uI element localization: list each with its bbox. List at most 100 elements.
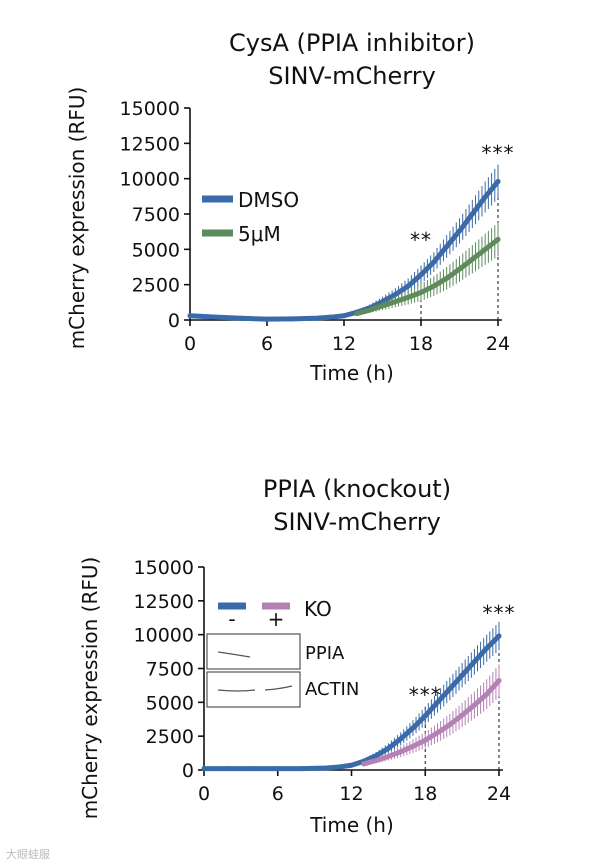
data-point bbox=[435, 699, 441, 705]
data-point bbox=[422, 737, 428, 743]
plot-area: ***** bbox=[187, 141, 515, 322]
data-point bbox=[471, 702, 477, 708]
x-tick-label: 12 bbox=[339, 783, 363, 805]
data-point bbox=[457, 228, 462, 234]
x-tick-label: 0 bbox=[184, 333, 196, 355]
data-point bbox=[435, 730, 441, 736]
data-point bbox=[444, 244, 450, 250]
data-point bbox=[482, 194, 488, 200]
data-point bbox=[482, 246, 488, 252]
data-point bbox=[398, 749, 404, 755]
data-point bbox=[405, 294, 411, 300]
blot-box-ppia bbox=[206, 633, 301, 670]
series-line-control bbox=[201, 633, 502, 772]
data-point bbox=[264, 316, 270, 322]
data-point bbox=[275, 766, 281, 772]
x-tick-label: 6 bbox=[261, 333, 273, 355]
data-point bbox=[324, 765, 330, 771]
data-point bbox=[457, 266, 462, 272]
y-tick-label: 7500 bbox=[146, 659, 194, 681]
data-point bbox=[459, 712, 465, 718]
y-axis-label: mCherry expression (RFU) bbox=[78, 557, 102, 820]
legend-label-5um: 5μM bbox=[238, 222, 281, 246]
x-tick-label: 0 bbox=[198, 783, 210, 805]
y-tick-label: 12500 bbox=[134, 591, 194, 613]
legend-label-dmso: DMSO bbox=[238, 188, 299, 212]
chart-ppia-knockout: PPIA (knockout) SINV-mCherry mCherry exp… bbox=[78, 475, 516, 837]
data-point bbox=[213, 314, 219, 320]
legend-label-minus: - bbox=[228, 607, 235, 631]
x-tick-label: 18 bbox=[413, 783, 437, 805]
chart-title-line2: SINV-mCherry bbox=[273, 508, 441, 536]
data-point bbox=[373, 753, 379, 759]
data-point bbox=[469, 256, 475, 262]
data-point bbox=[495, 236, 501, 242]
data-point bbox=[418, 289, 424, 295]
blot-box-actin bbox=[206, 671, 301, 708]
data-point bbox=[187, 313, 193, 319]
data-point bbox=[392, 292, 398, 298]
plot-area: *** *** bbox=[201, 601, 516, 772]
blot-label-ppia: PPIA bbox=[305, 643, 345, 664]
data-point bbox=[336, 764, 342, 770]
blot-band-ppia bbox=[217, 651, 251, 658]
data-point bbox=[410, 725, 416, 731]
data-point bbox=[495, 178, 501, 184]
data-point bbox=[398, 736, 404, 742]
chart-cysa: CysA (PPIA inhibitor) SINV-mCherry mCher… bbox=[65, 29, 515, 385]
blot-band-actin bbox=[217, 685, 293, 692]
y-tick-label: 15000 bbox=[134, 557, 194, 579]
data-point bbox=[315, 315, 321, 321]
legend-label-plus: + bbox=[268, 607, 285, 631]
data-point bbox=[361, 761, 367, 767]
data-point bbox=[201, 766, 207, 772]
chart-title-line2: SINV-mCherry bbox=[268, 62, 436, 90]
data-point bbox=[459, 672, 465, 678]
blot-label-actin: ACTIN bbox=[305, 679, 359, 700]
y-axis-label: mCherry expression (RFU) bbox=[65, 87, 89, 350]
data-point bbox=[367, 307, 373, 313]
y-tick-label: 12500 bbox=[120, 133, 180, 155]
y-tick-label: 5000 bbox=[146, 692, 194, 714]
data-point bbox=[238, 315, 244, 321]
y-tick-label: 5000 bbox=[132, 239, 180, 261]
significance-label: *** bbox=[483, 601, 516, 625]
data-point bbox=[469, 211, 475, 217]
data-point bbox=[431, 283, 437, 289]
x-tick-label: 24 bbox=[486, 333, 510, 355]
chart-title-line1: CysA (PPIA inhibitor) bbox=[229, 29, 475, 57]
data-point bbox=[418, 272, 424, 278]
data-point bbox=[484, 691, 490, 697]
data-point bbox=[447, 686, 453, 692]
x-axis-label: Time (h) bbox=[309, 361, 394, 385]
significance-label: *** bbox=[482, 141, 515, 165]
data-point bbox=[431, 259, 437, 265]
data-point bbox=[380, 303, 385, 309]
data-point bbox=[328, 314, 334, 320]
data-point bbox=[226, 766, 232, 772]
x-axis-label: Time (h) bbox=[309, 813, 394, 837]
watermark: 大眼蛙服 bbox=[6, 847, 50, 861]
data-point bbox=[354, 311, 360, 317]
series-line-control bbox=[187, 178, 501, 322]
data-point bbox=[290, 316, 296, 322]
data-point bbox=[447, 722, 453, 728]
data-point bbox=[392, 299, 398, 305]
legend-title-ko: KO bbox=[304, 597, 332, 621]
x-tick-label: 24 bbox=[487, 783, 511, 805]
data-point bbox=[484, 645, 490, 651]
data-point bbox=[496, 633, 502, 639]
y-tick-label: 15000 bbox=[120, 98, 180, 120]
data-point bbox=[250, 766, 256, 772]
y-tick-label: 0 bbox=[182, 760, 194, 782]
data-point bbox=[422, 713, 428, 719]
axis-ticks: 0 2500 5000 7500 10000 12500 15000 0 6 12 18 24 bbox=[120, 98, 511, 355]
data-point bbox=[299, 766, 305, 772]
data-point bbox=[385, 745, 391, 751]
data-point bbox=[444, 275, 450, 281]
y-tick-label: 2500 bbox=[146, 726, 194, 748]
data-point bbox=[471, 659, 477, 665]
y-tick-label: 7500 bbox=[132, 204, 180, 226]
data-point bbox=[385, 753, 391, 759]
